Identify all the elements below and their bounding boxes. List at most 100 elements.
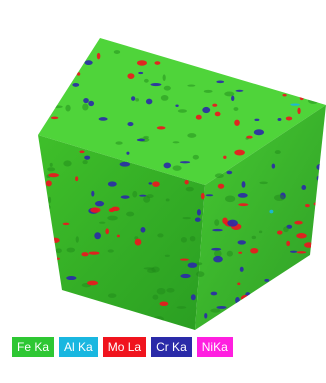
blob — [47, 167, 55, 171]
blob — [50, 238, 59, 243]
blob — [114, 50, 120, 54]
legend-item: Fe Ka — [12, 337, 54, 357]
blob — [63, 55, 67, 58]
blob — [210, 39, 219, 44]
blob — [282, 274, 291, 281]
blob — [254, 119, 259, 121]
blob — [223, 156, 226, 159]
blob — [148, 41, 154, 47]
blob — [157, 126, 166, 129]
blob — [245, 138, 248, 140]
blob — [286, 116, 292, 120]
blob — [65, 105, 70, 112]
blob — [311, 294, 322, 300]
blob — [91, 191, 94, 197]
blob — [215, 112, 221, 117]
blob — [160, 301, 169, 305]
blob — [164, 162, 172, 168]
blob — [300, 262, 306, 268]
blob — [43, 204, 51, 210]
blob — [84, 156, 90, 160]
blob — [125, 323, 133, 329]
blob — [299, 39, 305, 41]
eds-volume — [0, 0, 326, 330]
blob — [108, 293, 116, 297]
blob — [257, 315, 261, 317]
blob — [76, 236, 79, 242]
blob — [173, 165, 182, 170]
blob — [297, 251, 307, 253]
blob — [108, 181, 117, 186]
blob — [175, 105, 178, 107]
blob — [229, 323, 232, 326]
blob — [89, 251, 100, 254]
blob — [174, 326, 180, 330]
blob — [126, 152, 129, 155]
blob — [211, 248, 221, 251]
blob — [163, 74, 166, 81]
blob — [157, 233, 163, 237]
blob — [234, 107, 239, 111]
blob — [121, 327, 125, 330]
blob — [119, 322, 124, 328]
blob — [67, 248, 75, 253]
blob — [38, 304, 43, 310]
blob — [234, 120, 240, 126]
blob — [181, 237, 187, 243]
blob — [235, 297, 240, 304]
blob — [225, 196, 235, 203]
blob — [272, 163, 276, 168]
blob — [196, 115, 202, 120]
blob — [121, 195, 130, 198]
blob — [291, 311, 301, 318]
blob — [283, 226, 288, 232]
blob — [94, 232, 101, 239]
blob — [197, 209, 201, 215]
blob — [152, 181, 160, 187]
blob — [52, 257, 61, 259]
blob — [126, 212, 134, 217]
blob — [317, 175, 324, 181]
blob — [39, 326, 47, 330]
blob — [245, 308, 256, 315]
blob — [240, 267, 244, 272]
blob — [107, 216, 118, 221]
blob — [300, 96, 304, 100]
blob — [46, 104, 55, 110]
blob — [165, 255, 170, 257]
blob — [241, 295, 249, 301]
blob — [154, 316, 165, 322]
blob — [218, 184, 224, 189]
blob — [180, 274, 190, 278]
blob — [310, 299, 317, 304]
blob — [187, 133, 196, 138]
blob — [87, 281, 98, 286]
blob — [296, 233, 307, 238]
blob — [49, 78, 53, 80]
blob — [281, 274, 288, 277]
blob — [212, 229, 223, 231]
blob — [196, 271, 204, 277]
blob — [185, 180, 189, 184]
blob — [193, 155, 199, 160]
blob — [131, 96, 135, 101]
blob — [210, 309, 220, 313]
blob — [82, 104, 88, 111]
blob — [117, 235, 120, 238]
blob — [105, 228, 109, 234]
blob — [293, 71, 296, 78]
blob — [127, 122, 133, 126]
blob — [201, 193, 205, 199]
blob — [88, 101, 94, 106]
blob — [190, 236, 196, 241]
blob — [306, 291, 311, 294]
blob — [152, 295, 158, 300]
blob — [297, 285, 303, 290]
blob — [308, 98, 319, 104]
blob — [154, 61, 160, 65]
blob — [276, 63, 284, 67]
legend-item: Cr Ka — [151, 337, 192, 357]
blob — [313, 83, 321, 86]
blob — [285, 78, 295, 84]
